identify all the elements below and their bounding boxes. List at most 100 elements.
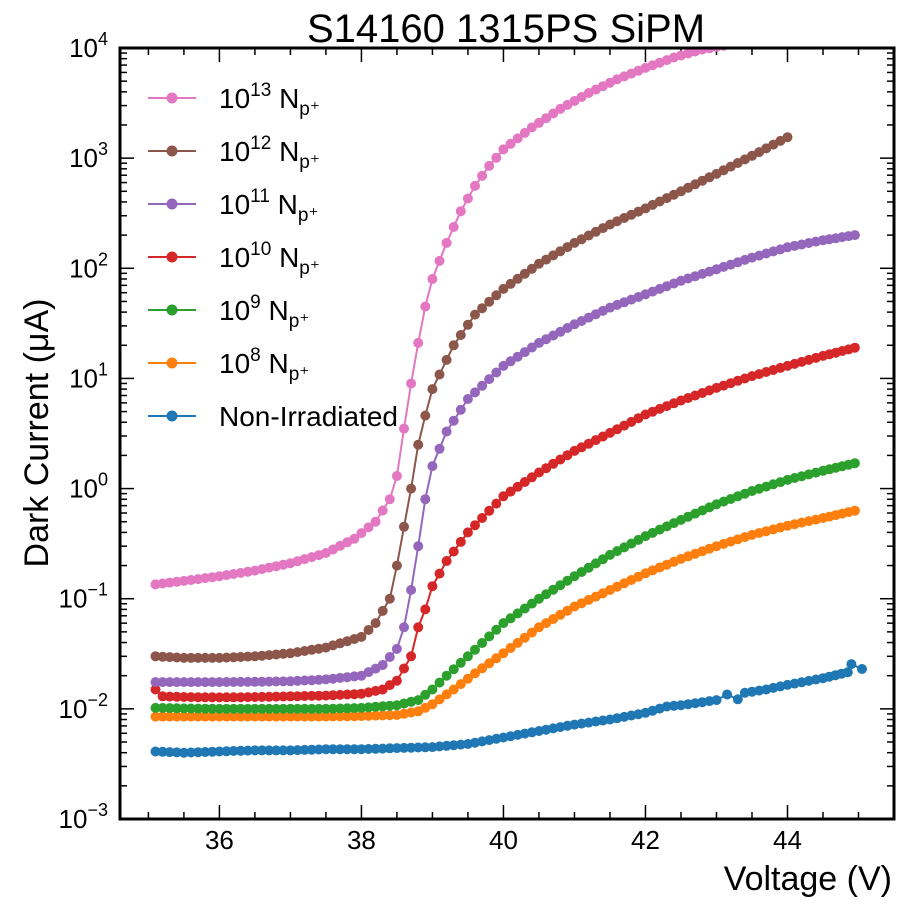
data-point	[164, 711, 175, 722]
data-point	[299, 703, 310, 714]
data-point	[711, 695, 722, 706]
data-point	[207, 692, 218, 703]
data-point	[214, 703, 225, 714]
data-point	[541, 113, 552, 124]
data-point	[384, 593, 395, 604]
data-point	[857, 664, 867, 674]
data-point	[164, 703, 175, 714]
data-point	[370, 618, 381, 629]
data-point	[249, 711, 260, 722]
data-point	[363, 625, 374, 635]
data-point	[498, 648, 509, 659]
data-point	[427, 461, 438, 472]
data-point	[171, 677, 182, 688]
data-point	[391, 471, 402, 481]
data-point	[178, 747, 189, 758]
data-point	[306, 675, 317, 686]
legend-marker	[166, 198, 178, 210]
data-point	[264, 691, 275, 702]
data-point	[399, 622, 409, 633]
data-point	[384, 652, 395, 662]
data-point	[235, 745, 246, 756]
y-tick-label-base: 10	[69, 253, 98, 283]
data-point	[470, 309, 480, 320]
data-point	[434, 443, 445, 454]
y-axis-label: Dark Current (μA)	[18, 299, 56, 568]
legend-marker	[166, 251, 178, 263]
data-point	[441, 689, 452, 700]
data-point	[193, 652, 204, 663]
data-point	[462, 193, 473, 204]
legend-entry: 108 Np⁺	[148, 345, 309, 385]
data-point	[320, 711, 331, 722]
data-point	[349, 533, 360, 544]
data-point	[292, 675, 303, 686]
data-point	[207, 711, 218, 722]
x-axis-label: Voltage (V)	[724, 860, 892, 898]
data-point	[491, 624, 502, 635]
data-point	[420, 742, 431, 753]
legend-label-part: 11	[250, 186, 270, 207]
data-point	[512, 351, 523, 362]
legend-entry: 1013 Np⁺	[148, 80, 320, 120]
data-point	[477, 513, 488, 523]
data-point	[526, 472, 537, 483]
data-point	[342, 703, 353, 714]
data-point	[441, 237, 452, 248]
data-point	[782, 132, 793, 143]
data-point	[164, 677, 175, 688]
data-point	[441, 670, 452, 681]
data-point	[207, 703, 218, 714]
data-point	[427, 581, 438, 592]
data-point	[512, 481, 523, 492]
data-point	[413, 541, 424, 552]
data-point	[427, 274, 438, 284]
data-point	[278, 703, 289, 714]
legend-label-part: 10	[219, 295, 250, 326]
data-point	[519, 477, 530, 487]
data-point	[178, 692, 189, 702]
data-point	[363, 744, 374, 754]
series-10-10-np-	[150, 342, 860, 703]
data-point	[519, 268, 530, 279]
legend-label-part: 10	[250, 239, 271, 260]
data-point	[292, 745, 303, 756]
data-point	[285, 703, 296, 714]
data-point	[193, 692, 204, 703]
data-point	[285, 676, 296, 687]
legend-marker	[166, 357, 178, 369]
data-point	[335, 744, 346, 755]
data-point	[377, 710, 388, 721]
legend-label-part: N	[271, 136, 299, 167]
data-point	[555, 580, 566, 591]
legend-label-part: 12	[250, 133, 271, 154]
data-point	[441, 426, 452, 437]
data-point	[328, 690, 338, 701]
data-point	[271, 745, 282, 756]
legend-marker	[166, 410, 178, 422]
data-point	[498, 144, 509, 155]
chart-title: S14160 1315PS SiPM	[307, 7, 705, 51]
y-tick-label-exponent: 3	[98, 139, 108, 159]
legend-label-part: N	[271, 242, 299, 273]
data-point	[214, 677, 225, 688]
y-tick-label-base: 10	[59, 694, 88, 724]
data-point	[249, 692, 260, 702]
series-layer	[150, 48, 867, 758]
data-point	[455, 404, 466, 415]
legend-entry: 109 Np⁺	[148, 292, 309, 332]
data-point	[242, 703, 253, 714]
data-point	[377, 505, 388, 516]
y-tick-label: 104	[69, 29, 108, 63]
data-point	[313, 674, 324, 685]
data-point	[171, 691, 182, 702]
data-point	[257, 676, 267, 687]
data-point	[328, 744, 338, 755]
data-point	[292, 691, 303, 702]
data-point	[491, 152, 502, 163]
legend-label-part: 10	[219, 242, 250, 273]
data-point	[434, 677, 445, 688]
data-point	[271, 676, 282, 687]
data-point	[391, 743, 402, 754]
data-point	[363, 710, 374, 721]
